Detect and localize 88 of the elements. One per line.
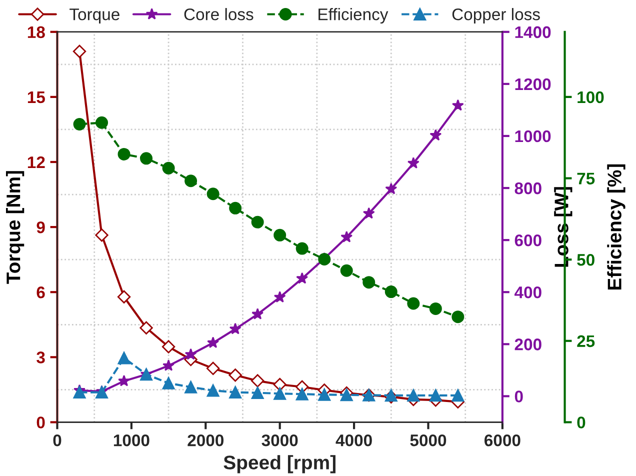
point [340, 388, 353, 402]
point [162, 376, 175, 390]
point [452, 389, 464, 402]
point [207, 336, 220, 348]
x-tick-label: 0 [53, 434, 62, 446]
point [229, 322, 242, 334]
legend-label: Torque [70, 8, 120, 24]
x-tick-label: 6000 [484, 434, 520, 446]
point [407, 157, 420, 168]
point [206, 362, 220, 376]
point [362, 207, 375, 219]
point [274, 228, 286, 242]
point [96, 116, 108, 129]
point [250, 374, 264, 388]
point [340, 230, 353, 242]
point [117, 290, 131, 304]
point [140, 321, 153, 334]
point [184, 380, 198, 394]
y-axis-title: Torque [Nm] [6, 171, 24, 284]
point [162, 359, 175, 371]
y-tick-label: 9 [36, 221, 45, 234]
y3-tick-label: 75 [577, 172, 595, 184]
point [229, 202, 242, 214]
point [296, 242, 308, 255]
y-tick-label: 0 [36, 416, 45, 428]
point [296, 388, 308, 400]
y2-tick-label: 800 [514, 182, 542, 194]
point [140, 152, 153, 165]
y-tick-label: 15 [28, 92, 45, 104]
point [273, 378, 286, 392]
y2-tick-label: 1000 [515, 130, 551, 142]
point [229, 386, 242, 399]
point [274, 387, 286, 400]
point [385, 182, 398, 194]
point [228, 368, 242, 382]
y3-tick-label: 0 [577, 416, 586, 428]
y3-tick-label: 100 [578, 91, 604, 104]
x-axis-title: Speed [rpm] [224, 455, 336, 474]
y2-tick-label: 0 [514, 390, 523, 402]
point [407, 389, 420, 402]
x-tick-label: 4000 [336, 434, 372, 446]
y-tick-label: 18 [28, 26, 45, 38]
y2-tick-label: 400 [514, 286, 542, 298]
point [162, 340, 176, 354]
y-tick-label: 6 [36, 286, 45, 298]
x-tick-label: 1000 [114, 434, 150, 446]
y3-tick-label: 25 [577, 335, 595, 348]
y2-tick-label: 1200 [515, 78, 551, 90]
point [95, 228, 108, 242]
y2-tick-label: 600 [514, 234, 542, 246]
point [73, 386, 86, 399]
point [184, 348, 197, 360]
point [429, 302, 442, 315]
point [118, 148, 130, 160]
point [407, 297, 420, 310]
point [430, 129, 442, 141]
point [162, 162, 175, 174]
point [362, 276, 376, 289]
y2-tick-label: 200 [514, 338, 542, 350]
point [206, 384, 220, 397]
point [118, 352, 130, 364]
point [206, 188, 220, 200]
point [118, 374, 130, 386]
point [452, 99, 464, 111]
legend-label: Efficiency [318, 8, 388, 24]
point [251, 386, 264, 400]
point [452, 310, 464, 324]
point [296, 272, 308, 284]
point [340, 264, 353, 277]
y-tick-label: 3 [36, 352, 45, 364]
point [274, 291, 286, 302]
x-tick-label: 2000 [188, 434, 224, 446]
point [252, 308, 264, 320]
legend-label: Copper loss [452, 8, 540, 24]
point [318, 388, 331, 401]
y3-tick-label: 50 [577, 254, 594, 266]
point [384, 286, 398, 298]
point [429, 389, 442, 402]
x-tick-label: 5000 [410, 434, 446, 446]
point [73, 118, 86, 131]
x-tick-label: 3000 [262, 434, 298, 446]
point [184, 174, 198, 188]
point [251, 216, 264, 228]
y-tick-label: 12 [28, 156, 45, 168]
y3-axis-title: Efficiency [%] [607, 164, 626, 290]
legend-label: Core loss [184, 8, 254, 20]
y2-tick-label: 1400 [515, 26, 551, 38]
point [72, 44, 86, 58]
